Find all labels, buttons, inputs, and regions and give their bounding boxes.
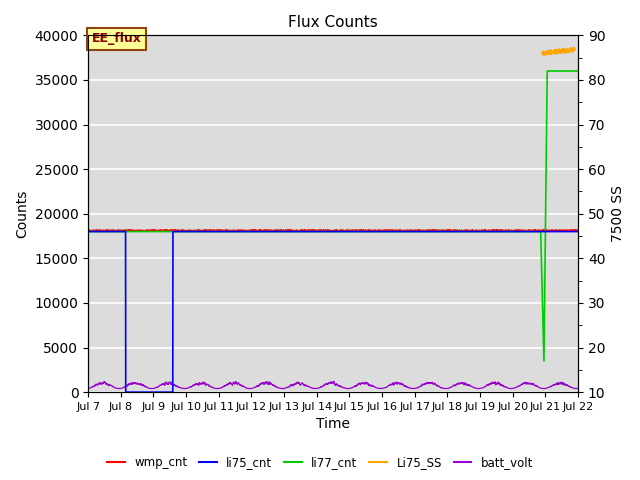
Legend: wmp_cnt, li75_cnt, li77_cnt, Li75_SS, batt_volt: wmp_cnt, li75_cnt, li77_cnt, Li75_SS, ba…	[102, 452, 538, 474]
Y-axis label: Counts: Counts	[15, 190, 29, 238]
Text: EE_flux: EE_flux	[92, 33, 141, 46]
Title: Flux Counts: Flux Counts	[288, 15, 378, 30]
Y-axis label: 7500 SS: 7500 SS	[611, 185, 625, 242]
X-axis label: Time: Time	[316, 418, 350, 432]
